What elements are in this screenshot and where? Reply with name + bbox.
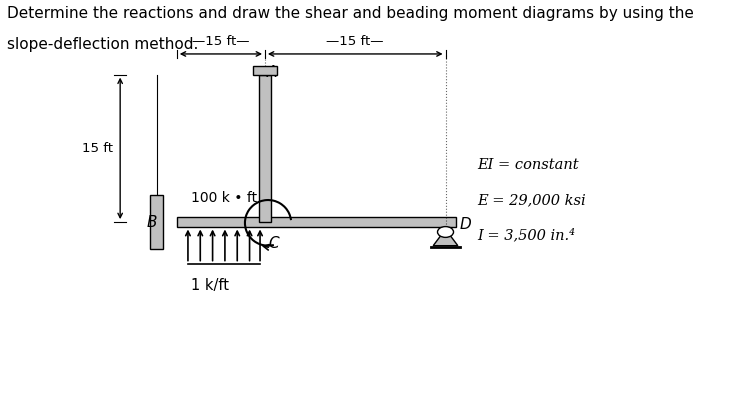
Text: slope-deflection method.: slope-deflection method. bbox=[7, 37, 199, 52]
Circle shape bbox=[438, 227, 454, 237]
Text: EI = constant: EI = constant bbox=[477, 158, 579, 172]
FancyBboxPatch shape bbox=[259, 75, 271, 222]
Polygon shape bbox=[433, 229, 458, 246]
Text: $A$: $A$ bbox=[266, 63, 278, 80]
FancyBboxPatch shape bbox=[150, 195, 163, 249]
Text: $C$: $C$ bbox=[268, 235, 280, 251]
Text: —15 ft—: —15 ft— bbox=[326, 35, 384, 48]
Text: 100 k • ft: 100 k • ft bbox=[191, 191, 257, 205]
Text: I = 3,500 in.⁴: I = 3,500 in.⁴ bbox=[477, 228, 576, 242]
Text: Determine the reactions and draw the shear and beading moment diagrams by using : Determine the reactions and draw the she… bbox=[7, 6, 694, 21]
Text: 15 ft: 15 ft bbox=[82, 142, 113, 155]
Text: $B$: $B$ bbox=[145, 214, 157, 230]
Text: 1 k/ft: 1 k/ft bbox=[191, 278, 229, 293]
FancyBboxPatch shape bbox=[177, 217, 456, 227]
Text: —15 ft—: —15 ft— bbox=[192, 35, 249, 48]
Text: E = 29,000 ksi: E = 29,000 ksi bbox=[477, 193, 586, 207]
FancyBboxPatch shape bbox=[253, 66, 277, 75]
Text: $D$: $D$ bbox=[459, 216, 472, 232]
